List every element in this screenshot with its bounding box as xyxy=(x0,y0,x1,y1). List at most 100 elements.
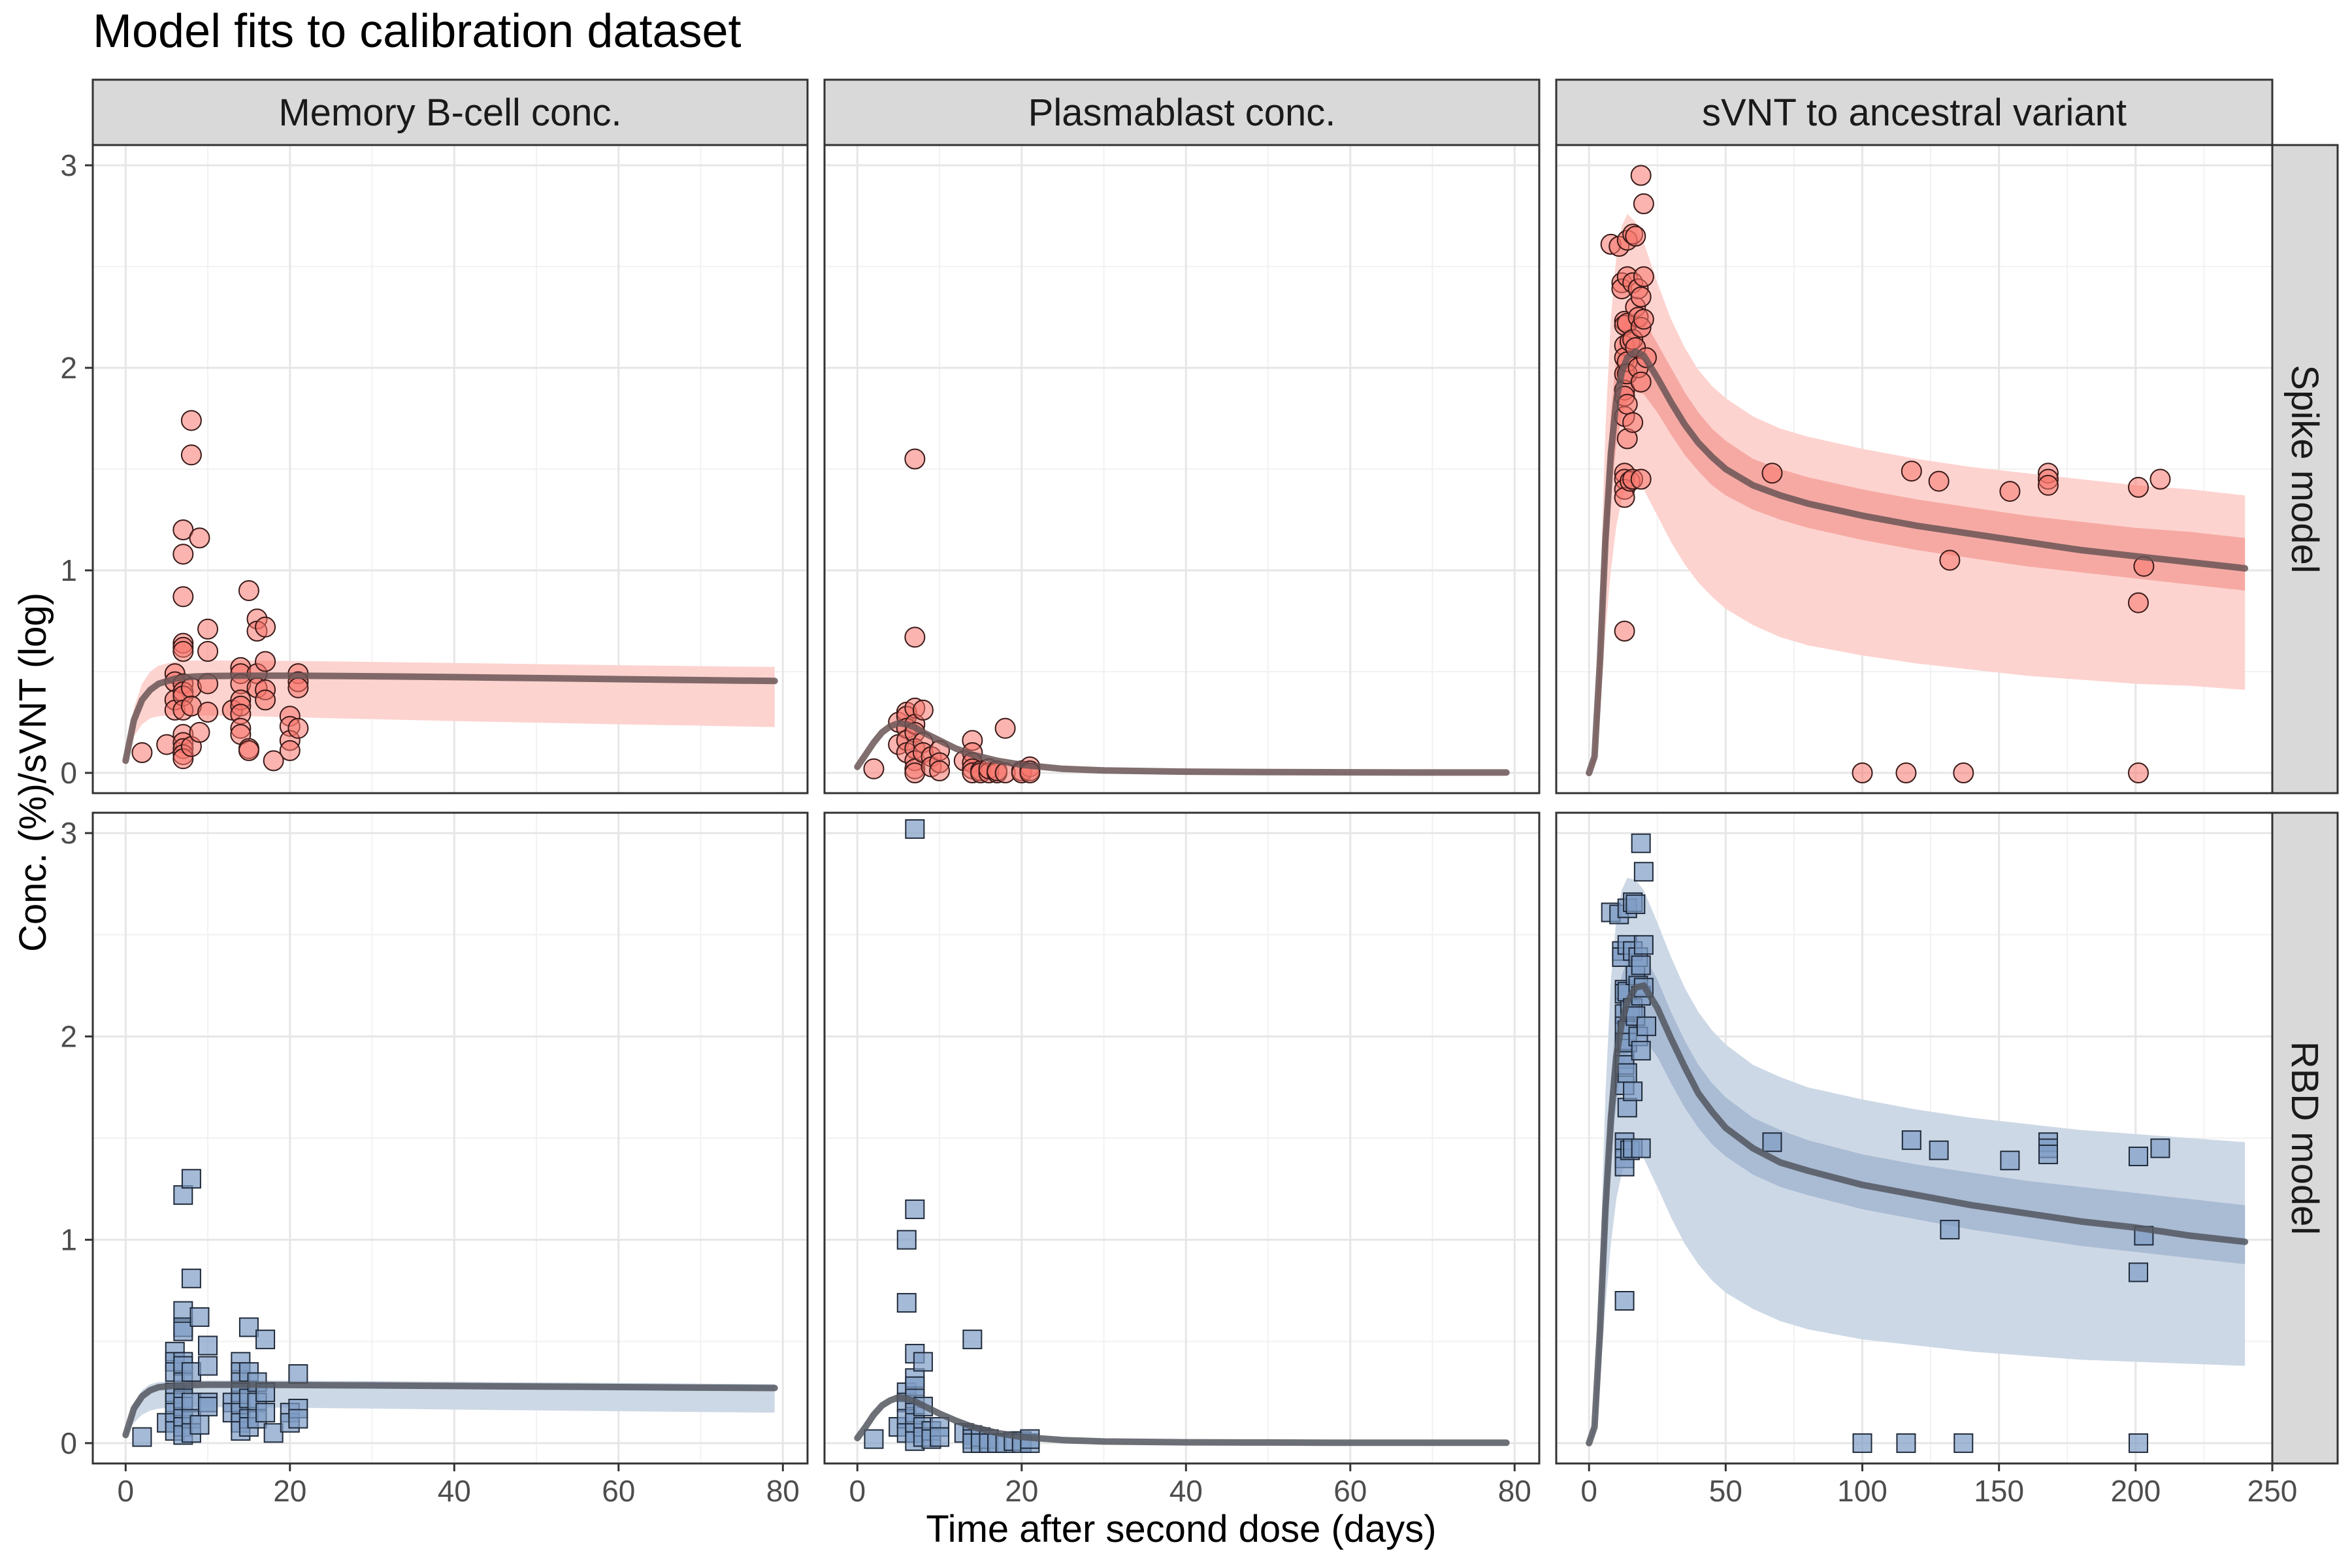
data-point xyxy=(263,1423,284,1443)
data-point xyxy=(913,1352,933,1372)
data-point xyxy=(189,1307,210,1327)
x-tick-label: 0 xyxy=(1580,1474,1597,1508)
data-point xyxy=(180,444,202,466)
data-point xyxy=(896,1293,917,1313)
data-point xyxy=(930,1427,950,1447)
data-point xyxy=(2150,1138,2170,1158)
data-point xyxy=(2128,762,2149,783)
data-point xyxy=(1953,1433,1974,1453)
model-fit-line xyxy=(122,672,778,764)
data-point xyxy=(198,1356,218,1376)
data-point xyxy=(863,758,885,779)
data-point xyxy=(173,1185,193,1205)
panel-border xyxy=(823,811,1541,1465)
x-tick-label: 200 xyxy=(2110,1474,2161,1508)
x-tick-label: 100 xyxy=(1837,1474,1887,1508)
data-point xyxy=(1928,470,1950,492)
x-tick-label: 80 xyxy=(1498,1474,1531,1508)
data-point xyxy=(2128,476,2149,498)
data-point xyxy=(1895,762,1917,783)
y-tick-label: 2 xyxy=(60,351,77,385)
data-point xyxy=(2037,474,2059,496)
data-point xyxy=(904,627,926,648)
data-point xyxy=(1614,1291,1635,1311)
data-point xyxy=(1631,833,1651,853)
data-point xyxy=(1630,371,1652,393)
data-point xyxy=(1953,762,1974,783)
data-point xyxy=(189,722,210,743)
panel-border xyxy=(823,144,1541,794)
x-tick-label: 50 xyxy=(1709,1474,1742,1508)
data-point xyxy=(2129,1433,2149,1453)
data-point xyxy=(197,641,219,662)
data-point xyxy=(912,699,934,721)
credible-band-outer xyxy=(1589,877,2246,1443)
data-point xyxy=(1614,1156,1635,1177)
data-point xyxy=(864,1429,884,1449)
data-point xyxy=(896,1230,917,1250)
data-point xyxy=(929,760,951,781)
y-tick-label: 2 xyxy=(60,1019,77,1053)
data-point xyxy=(1852,1433,1872,1453)
credible-band-inner xyxy=(1589,313,2246,773)
credible-band-outer xyxy=(1589,214,2246,773)
x-tick-label: 60 xyxy=(602,1474,635,1508)
facet-panel xyxy=(823,811,1541,1465)
credible-band-outer xyxy=(125,1380,775,1436)
data-point xyxy=(1622,412,1644,433)
data-point xyxy=(255,651,276,672)
column-strip xyxy=(823,78,1541,146)
panel-border xyxy=(1555,811,2274,1465)
data-point xyxy=(1633,266,1654,287)
data-point xyxy=(255,1403,276,1423)
data-point xyxy=(181,1392,201,1413)
data-point xyxy=(1617,1098,1637,1118)
data-point xyxy=(132,1427,152,1447)
data-point xyxy=(962,1330,983,1350)
x-tick-label: 0 xyxy=(118,1474,135,1508)
data-point xyxy=(279,740,301,761)
model-fit-line xyxy=(1586,348,2249,776)
data-point xyxy=(238,740,259,761)
data-point xyxy=(2038,1144,2058,1164)
data-point xyxy=(172,519,194,540)
data-point xyxy=(131,742,153,763)
facet-panel xyxy=(91,144,809,794)
x-axis-label: Time after second dose (days) xyxy=(926,1508,1436,1550)
data-point xyxy=(238,1317,259,1337)
model-fit-line xyxy=(1586,982,2249,1446)
data-point xyxy=(172,586,194,608)
y-axis-label: Conc. (%)/sVNT (log) xyxy=(12,593,54,952)
data-point xyxy=(1633,862,1654,882)
panel-border xyxy=(91,811,809,1465)
data-point xyxy=(994,717,1016,739)
data-point xyxy=(288,1409,308,1429)
column-strip-label: sVNT to ancestral variant xyxy=(1702,91,2127,134)
data-point xyxy=(1940,1220,1960,1240)
data-point xyxy=(1625,225,1646,247)
data-point xyxy=(189,1414,210,1435)
data-point xyxy=(238,580,259,601)
y-tick-label: 1 xyxy=(60,1223,77,1257)
data-point xyxy=(181,1268,201,1288)
chart-title: Model fits to calibration dataset xyxy=(93,5,742,57)
data-point xyxy=(1896,1433,1916,1453)
data-point xyxy=(1901,461,1922,482)
data-point xyxy=(1633,193,1654,214)
data-point xyxy=(287,717,309,739)
data-point xyxy=(288,1364,308,1384)
x-tick-label: 250 xyxy=(2247,1474,2298,1508)
y-tick-label: 1 xyxy=(60,553,77,587)
data-point xyxy=(181,1169,201,1189)
data-point xyxy=(198,1396,218,1416)
model-fit-line xyxy=(854,1394,1510,1446)
facet-panel xyxy=(91,811,809,1465)
data-point xyxy=(1929,1140,1949,1160)
data-point xyxy=(1637,1016,1657,1036)
data-point xyxy=(1633,935,1654,955)
model-fit-line xyxy=(122,1381,778,1439)
panel-border xyxy=(1555,144,2274,794)
facet-panel xyxy=(823,144,1541,794)
data-point xyxy=(180,410,202,431)
